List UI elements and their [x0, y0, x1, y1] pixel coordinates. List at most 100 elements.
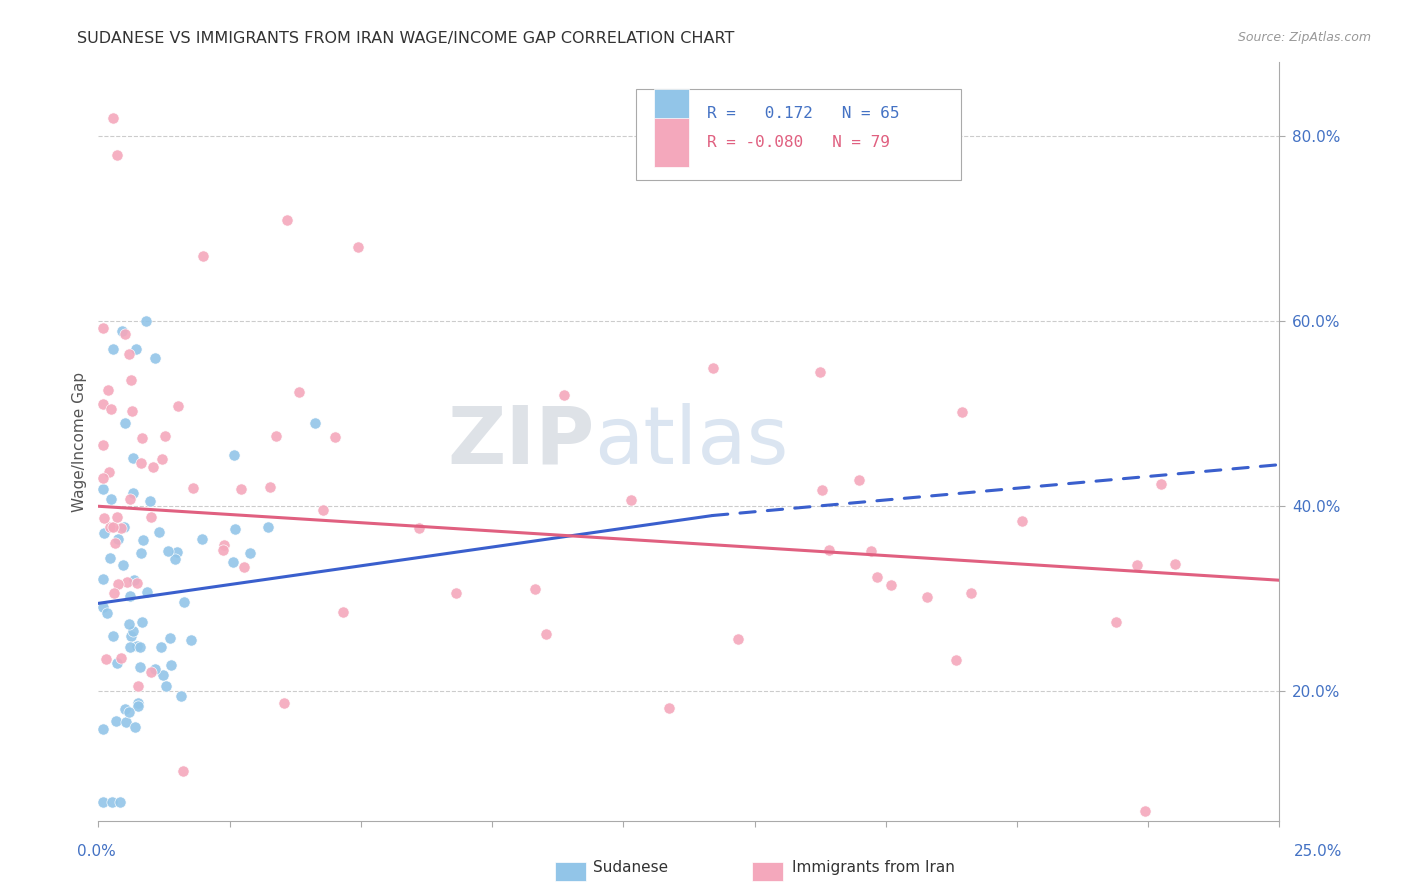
Point — [915, 591, 938, 605]
Point — [332, 605, 354, 619]
Y-axis label: Wage/Income Gap: Wage/Income Gap — [72, 371, 87, 512]
Point — [101, 520, 124, 534]
Point — [170, 689, 193, 703]
Point — [98, 550, 121, 565]
Point — [122, 624, 145, 639]
Point — [135, 585, 157, 599]
Point — [1164, 558, 1187, 572]
Point — [139, 494, 162, 508]
Point — [127, 679, 149, 693]
Bar — [654, 89, 689, 138]
Point — [129, 456, 152, 470]
Point — [96, 384, 118, 398]
Point — [191, 249, 214, 263]
Point — [148, 524, 170, 539]
Text: 25.0%: 25.0% — [1295, 845, 1343, 859]
Point — [408, 521, 430, 535]
Point — [1150, 476, 1173, 491]
Point — [129, 640, 152, 655]
Point — [880, 578, 903, 592]
Point — [108, 795, 131, 809]
Point — [91, 722, 114, 736]
Point — [120, 491, 142, 506]
Point — [121, 403, 143, 417]
Point — [727, 632, 749, 646]
Point — [1104, 615, 1126, 629]
Point — [1133, 805, 1156, 819]
Point — [950, 405, 973, 419]
Point — [101, 795, 124, 809]
Point — [859, 543, 882, 558]
Point — [118, 590, 141, 604]
Point — [264, 429, 287, 443]
Point — [657, 701, 679, 715]
Point — [131, 615, 153, 629]
Point — [105, 509, 128, 524]
Text: Source: ZipAtlas.com: Source: ZipAtlas.com — [1237, 31, 1371, 45]
Point — [534, 627, 557, 641]
Point — [98, 520, 121, 534]
Point — [139, 665, 162, 679]
Point — [114, 702, 136, 716]
Point — [620, 493, 643, 508]
Text: R =   0.172   N = 65: R = 0.172 N = 65 — [707, 106, 900, 121]
Point — [155, 679, 177, 693]
Point — [118, 347, 141, 361]
Text: Immigrants from Iran: Immigrants from Iran — [792, 860, 955, 874]
Point — [105, 148, 128, 162]
Point — [118, 640, 141, 655]
FancyBboxPatch shape — [636, 89, 960, 180]
Point — [945, 653, 967, 667]
Point — [848, 473, 870, 487]
Point — [100, 491, 122, 506]
Point — [865, 569, 887, 583]
Point — [273, 696, 295, 710]
Point — [524, 582, 547, 596]
Point — [172, 764, 194, 779]
Point — [180, 632, 202, 647]
Point — [100, 401, 122, 416]
Text: R = -0.080   N = 79: R = -0.080 N = 79 — [707, 135, 890, 150]
Point — [131, 431, 153, 445]
Point — [117, 706, 139, 720]
Text: ZIP: ZIP — [447, 402, 595, 481]
Point — [959, 586, 981, 600]
Point — [91, 397, 114, 411]
Point — [166, 545, 188, 559]
Point — [129, 659, 152, 673]
Point — [150, 451, 173, 466]
Point — [91, 471, 114, 485]
Point — [91, 483, 114, 497]
Point — [107, 576, 129, 591]
Point — [347, 240, 370, 254]
Point — [808, 366, 831, 380]
Point — [135, 314, 157, 328]
Point — [239, 546, 262, 560]
Text: atlas: atlas — [595, 402, 789, 481]
Text: Sudanese: Sudanese — [593, 860, 668, 874]
Point — [121, 450, 143, 465]
Point — [132, 533, 155, 547]
Point — [811, 483, 834, 497]
Point — [97, 465, 120, 479]
Point — [166, 399, 188, 413]
Point — [118, 617, 141, 632]
Point — [224, 448, 246, 462]
Point — [818, 543, 841, 558]
Point — [190, 532, 212, 546]
Point — [143, 351, 166, 366]
Point — [222, 555, 245, 569]
Point — [553, 388, 575, 402]
Point — [121, 485, 143, 500]
Point — [224, 522, 246, 536]
Point — [91, 599, 114, 614]
Point — [93, 511, 115, 525]
Point — [145, 662, 167, 676]
Point — [153, 429, 176, 443]
Point — [150, 640, 173, 654]
Text: SUDANESE VS IMMIGRANTS FROM IRAN WAGE/INCOME GAP CORRELATION CHART: SUDANESE VS IMMIGRANTS FROM IRAN WAGE/IN… — [77, 31, 735, 46]
Point — [104, 536, 127, 550]
Point — [229, 482, 252, 496]
Point — [110, 521, 132, 535]
Text: 0.0%: 0.0% — [77, 845, 117, 859]
